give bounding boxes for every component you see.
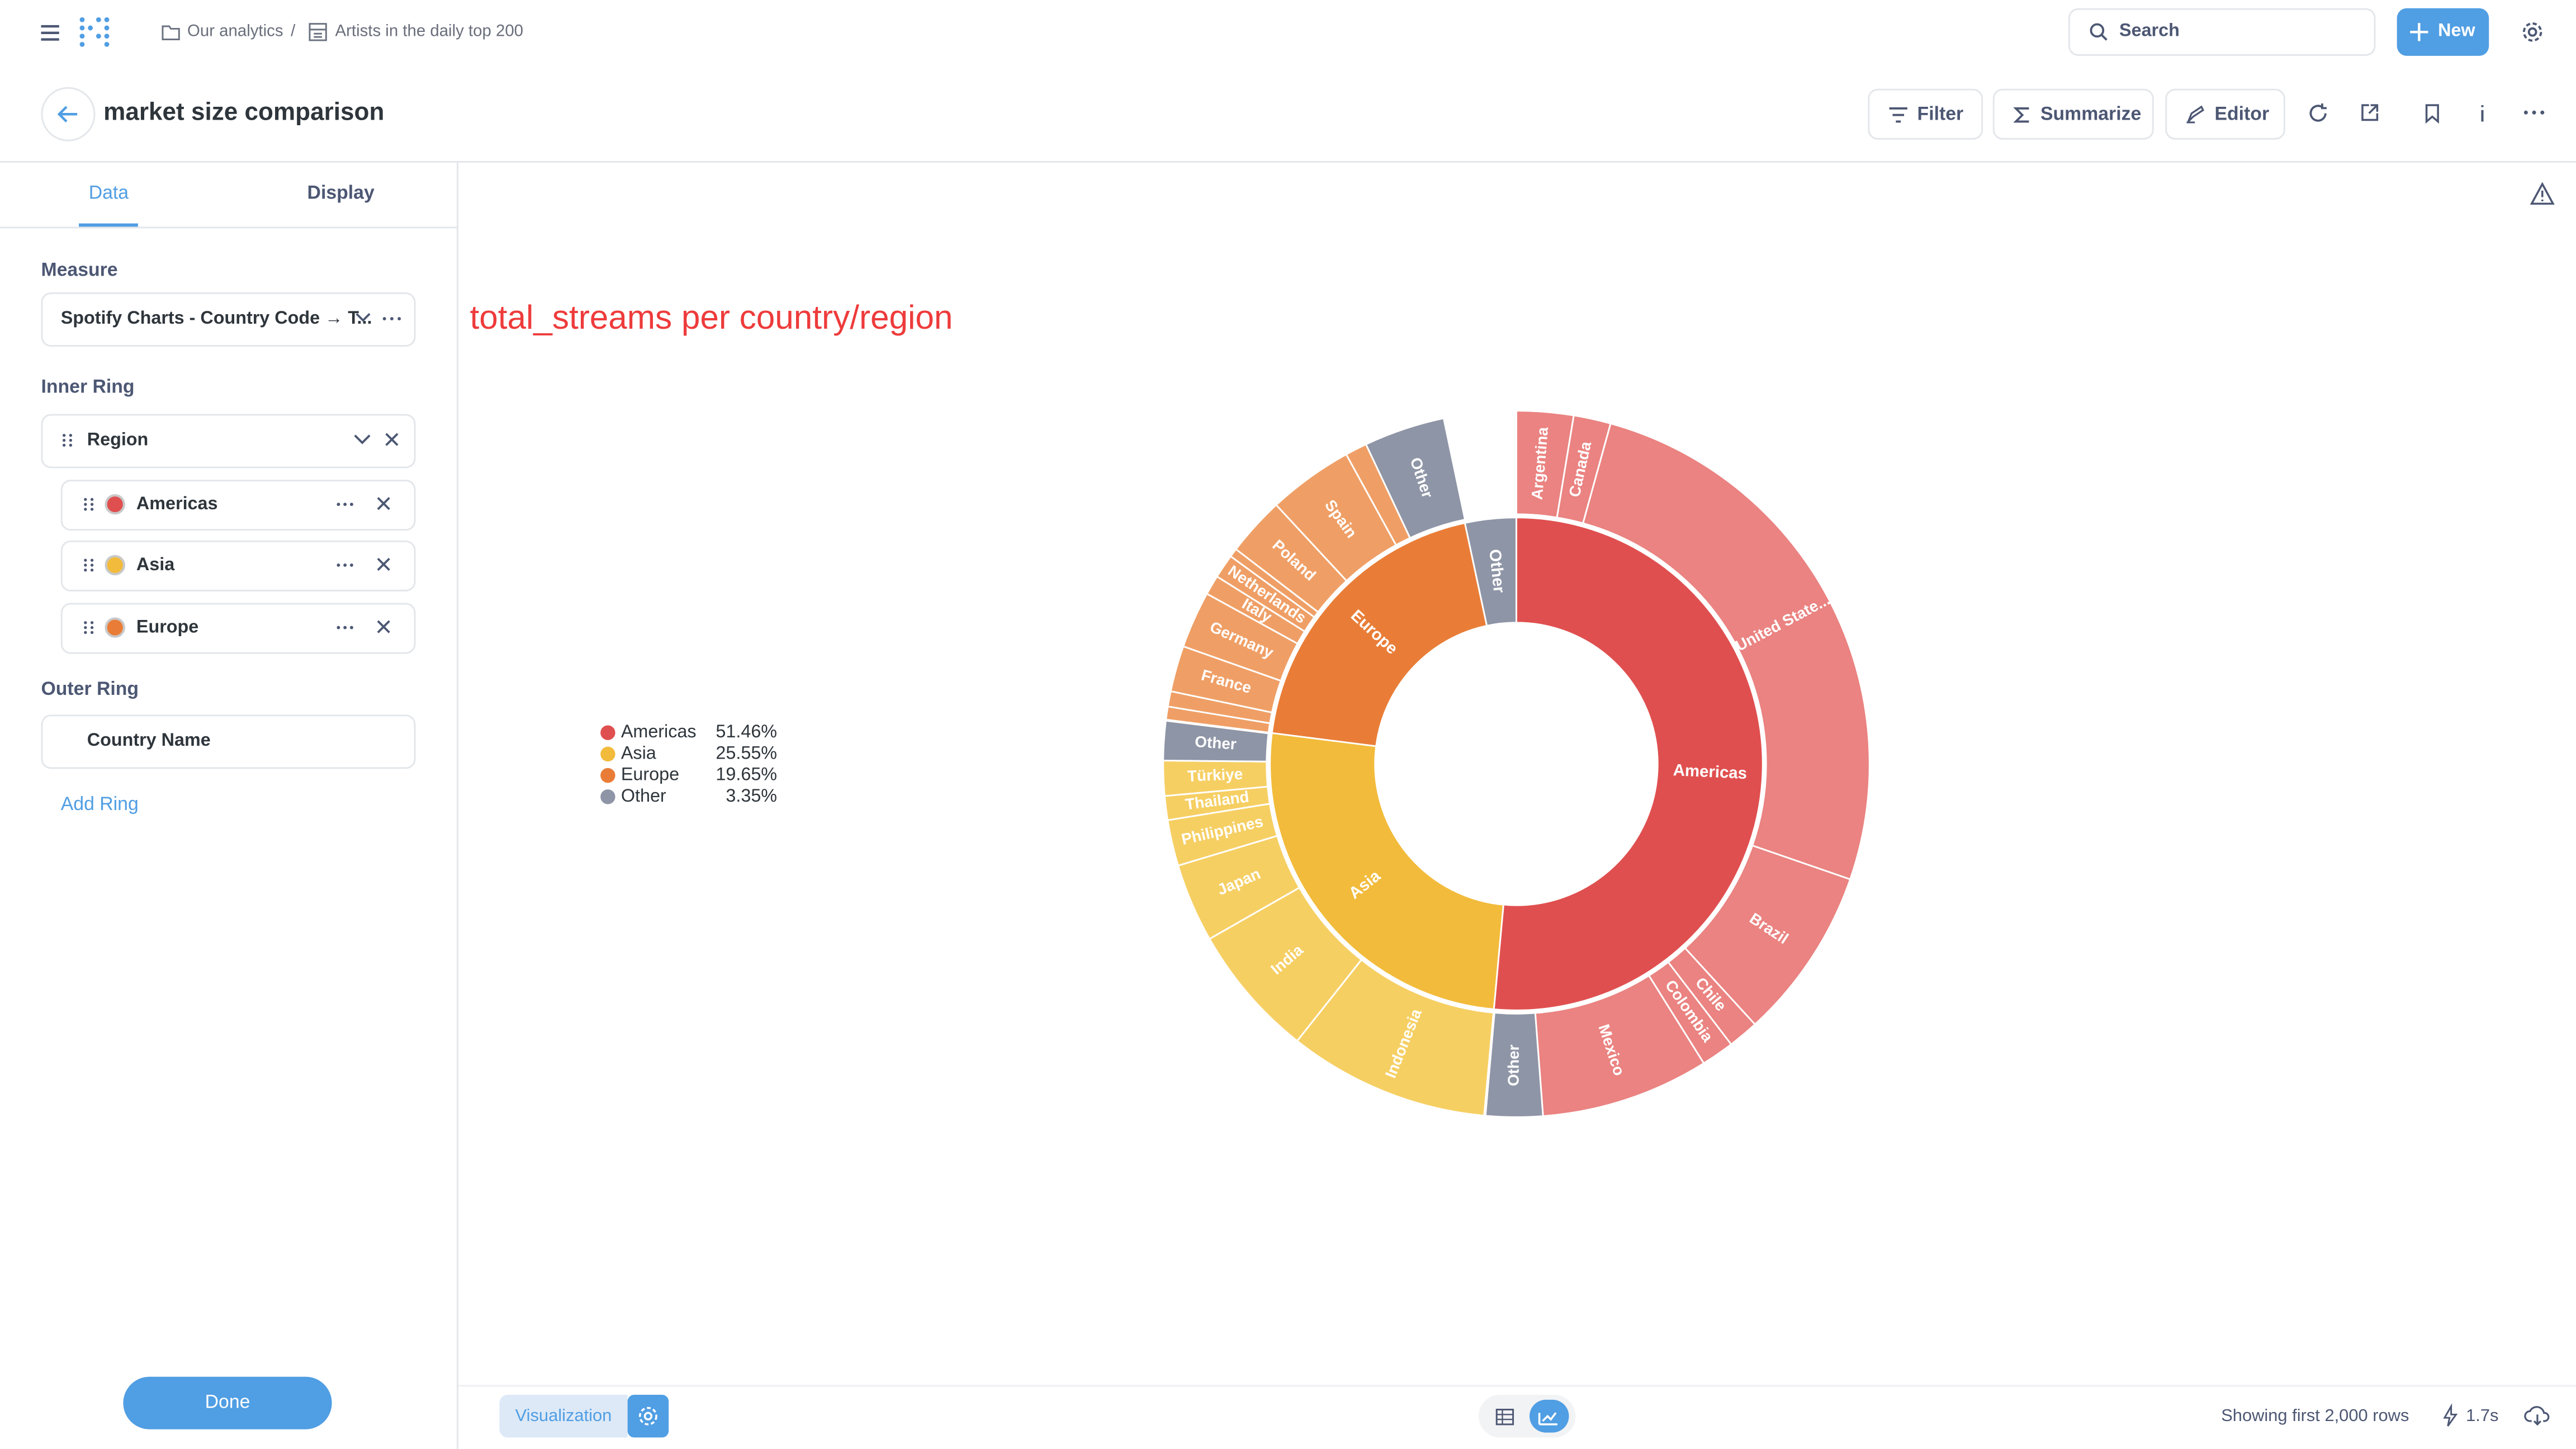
new-label: New [2438, 21, 2475, 41]
settings-icon[interactable] [2522, 21, 2543, 42]
breadcrumb[interactable]: Our analytics [187, 23, 283, 41]
outer-slice [1365, 417, 1466, 539]
button-label: Summarize [2040, 104, 2142, 124]
button-label: Filter [1917, 104, 1964, 124]
legend-label: Americas [621, 721, 697, 741]
bookmark-icon[interactable] [2425, 103, 2440, 124]
legend-swatch [600, 725, 615, 740]
search-icon [2090, 23, 2108, 41]
footer-border [458, 1385, 2576, 1387]
section-label: Outer Ring [41, 680, 139, 700]
sidebar-border [456, 161, 458, 1449]
tab-underline [79, 223, 138, 227]
summarize-button[interactable]: Summarize [1992, 88, 2154, 140]
chart-title: total_streams per country/region [470, 299, 953, 337]
visualization-label: Visualization [515, 1406, 612, 1426]
slice-label: Other [1504, 1044, 1522, 1086]
info-icon[interactable] [2479, 103, 2486, 123]
share-icon[interactable] [2361, 103, 2379, 121]
outer-slice [1484, 1011, 1544, 1118]
query-time: 1.7s [2466, 1406, 2499, 1426]
ring-item-label: Europe [136, 617, 199, 638]
legend-label: Asia [621, 742, 656, 763]
tab-divider [0, 226, 457, 229]
search-box[interactable] [2068, 8, 2376, 56]
legend-swatch [600, 746, 615, 762]
bolt-icon [2443, 1403, 2458, 1427]
measure-select[interactable] [41, 292, 416, 347]
folder-icon [162, 25, 180, 41]
section-label: Measure [41, 261, 118, 281]
visualization-button[interactable]: Visualization [499, 1395, 628, 1438]
add-ring-link[interactable]: Add Ring [60, 795, 139, 815]
refresh-icon[interactable] [2308, 103, 2328, 123]
divider [0, 161, 2576, 163]
slice-label: Other [1485, 548, 1508, 594]
legend-swatch [600, 789, 615, 804]
view-toggle[interactable] [1478, 1395, 1576, 1438]
question-title[interactable]: market size comparison [103, 98, 385, 127]
back-button[interactable] [41, 87, 96, 141]
section-label: Inner Ring [41, 377, 135, 398]
breadcrumb[interactable]: Artists in the daily top 200 [335, 23, 524, 41]
outer-ring-select[interactable] [41, 714, 416, 769]
measure-value: Spotify Charts - Country Code → T... [60, 309, 372, 329]
menu-icon[interactable] [40, 23, 63, 42]
more-icon[interactable] [2523, 110, 2545, 115]
legend-label: Other [621, 785, 666, 806]
inner-slice [1464, 517, 1517, 627]
inner-slice [1269, 732, 1505, 1011]
inner-ring-select[interactable] [41, 414, 416, 468]
button-label: Editor [2214, 104, 2270, 124]
viz-settings-button[interactable] [627, 1395, 669, 1438]
plus-icon [2410, 23, 2428, 41]
ring-item-label: Asia [136, 555, 175, 575]
inner-slice [1493, 517, 1764, 1011]
inner-slice [1271, 522, 1488, 747]
filter-button[interactable]: Filter [1868, 88, 1983, 140]
logo[interactable] [79, 15, 115, 51]
legend-value: 51.46% [716, 721, 777, 741]
table-icon [309, 23, 327, 41]
row-count: Showing first 2,000 rows [2221, 1406, 2409, 1426]
legend-label: Europe [621, 764, 679, 784]
tab-display[interactable]: Display [307, 184, 375, 204]
editor-button[interactable]: Editor [2165, 88, 2285, 140]
done-button[interactable]: Done [123, 1376, 332, 1429]
breadcrumb-separator: / [291, 23, 296, 41]
search-placeholder: Search [2119, 21, 2180, 41]
slice-label: Americas [1673, 761, 1748, 783]
inner-ring-field: Region [87, 430, 149, 451]
slice-label: Other [1194, 733, 1237, 753]
tab-data[interactable]: Data [88, 184, 129, 204]
ring-item-label: Americas [136, 494, 218, 514]
outer-ring-field: Country Name [87, 731, 211, 751]
legend-value: 19.65% [716, 764, 777, 784]
outer-slice [1581, 422, 1871, 880]
legend-value: 25.55% [716, 742, 777, 763]
legend-value: 3.35% [726, 785, 777, 806]
done-label: Done [205, 1393, 250, 1413]
download-icon[interactable] [2524, 1405, 2550, 1426]
legend-swatch [600, 768, 615, 783]
warning-icon[interactable] [2530, 182, 2555, 205]
slice-label: Türkiye [1187, 765, 1243, 785]
